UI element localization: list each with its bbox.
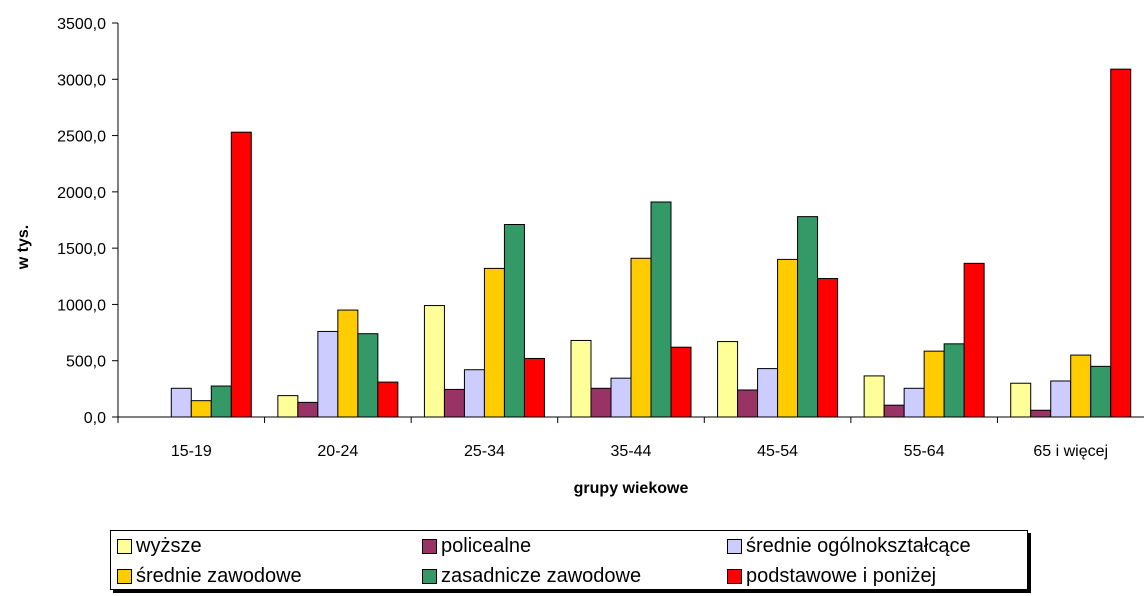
bar: [570, 339, 592, 418]
legend-item: policealne: [416, 531, 721, 561]
bar: [230, 131, 252, 418]
legend-label: średnie ogólnokształcące: [746, 534, 971, 557]
bar: [523, 357, 545, 418]
bar: [717, 341, 739, 418]
legend-label: podstawowe i poniżej: [746, 564, 937, 587]
bar: [737, 389, 759, 418]
y-tick-label: 3500,0: [57, 16, 106, 33]
bar: [1050, 380, 1072, 418]
bar: [1070, 354, 1092, 418]
bar: [943, 343, 965, 418]
legend-item: podstawowe i poniżej: [721, 561, 1027, 591]
chart-plot: 0,0 500,0 1000,0 1500,0 2000,0 2500,0 3000,0 35…: [15, 16, 1144, 497]
bar: [883, 404, 905, 418]
y-tick-label: 2500,0: [57, 129, 106, 146]
bar: [190, 400, 212, 418]
x-tick-label: 65 i więcej: [1033, 443, 1108, 460]
legend-swatch: [422, 568, 437, 584]
y-tick-label: 500,0: [66, 354, 106, 371]
bar: [797, 216, 819, 418]
y-tick-label: 1500,0: [57, 241, 106, 258]
bar: [357, 333, 379, 418]
bar: [670, 346, 692, 418]
bar: [817, 278, 839, 418]
chart-bars: [170, 68, 1132, 418]
legend-swatch: [727, 568, 742, 584]
bar: [463, 369, 485, 418]
bar: [863, 375, 885, 418]
chart-legend: wyższe policealne średnie ogólnokształcą…: [110, 530, 1028, 590]
legend-item: zasadnicze zawodowe: [416, 561, 721, 591]
bar: [650, 201, 672, 418]
bar: [377, 381, 399, 418]
bar: [297, 401, 319, 418]
bar: [170, 387, 192, 418]
bar: [1010, 382, 1032, 418]
x-axis-title: grupy wiekowe: [574, 480, 689, 497]
x-axis-ticks: 15-19 20-24 25-34 35-44 45-54 55-64 65 i więce…: [117, 417, 1108, 460]
legend-label: zasadnicze zawodowe: [441, 564, 642, 587]
bar: [277, 395, 299, 418]
bar: [777, 258, 799, 418]
bar: [590, 387, 612, 418]
legend-label: policealne: [441, 534, 532, 557]
y-axis-title: w tys.: [15, 225, 32, 270]
legend-label: wyższe: [136, 534, 202, 557]
y-axis-ticks: 0,0 500,0 1000,0 1500,0 2000,0 2500,0 3000,0 35…: [57, 16, 118, 427]
bar: [483, 267, 505, 418]
bar: [503, 224, 525, 418]
bar: [210, 385, 232, 418]
bar: [337, 309, 359, 418]
legend-swatch: [117, 568, 132, 584]
bar: [423, 305, 445, 418]
legend-item: średnie ogólnokształcące: [721, 531, 1027, 561]
legend-item: wyższe: [111, 531, 416, 561]
y-tick-label: 3000,0: [57, 72, 106, 89]
x-tick-label: 20-24: [317, 443, 358, 460]
bar: [443, 388, 465, 418]
bar: [610, 377, 632, 418]
legend-swatch: [117, 538, 132, 554]
y-tick-label: 1000,0: [57, 297, 106, 314]
bar: [1090, 365, 1112, 418]
legend-swatch: [422, 538, 437, 554]
x-tick-label: 45-54: [757, 443, 798, 460]
x-tick-label: 35-44: [611, 443, 652, 460]
y-tick-label: 2000,0: [57, 185, 106, 202]
bar: [923, 350, 945, 418]
bar: [1030, 409, 1052, 418]
bar: [903, 387, 925, 418]
bar: [757, 368, 779, 418]
y-tick-label: 0,0: [84, 410, 106, 427]
legend-swatch: [727, 538, 742, 554]
bar: [1110, 68, 1132, 418]
legend-item: średnie zawodowe: [111, 561, 416, 591]
x-tick-label: 25-34: [464, 443, 505, 460]
x-tick-label: 15-19: [171, 443, 212, 460]
x-tick-label: 55-64: [904, 443, 945, 460]
bar: [317, 330, 339, 418]
bar: [630, 257, 652, 418]
legend-label: średnie zawodowe: [136, 564, 302, 587]
bar: [963, 262, 985, 418]
